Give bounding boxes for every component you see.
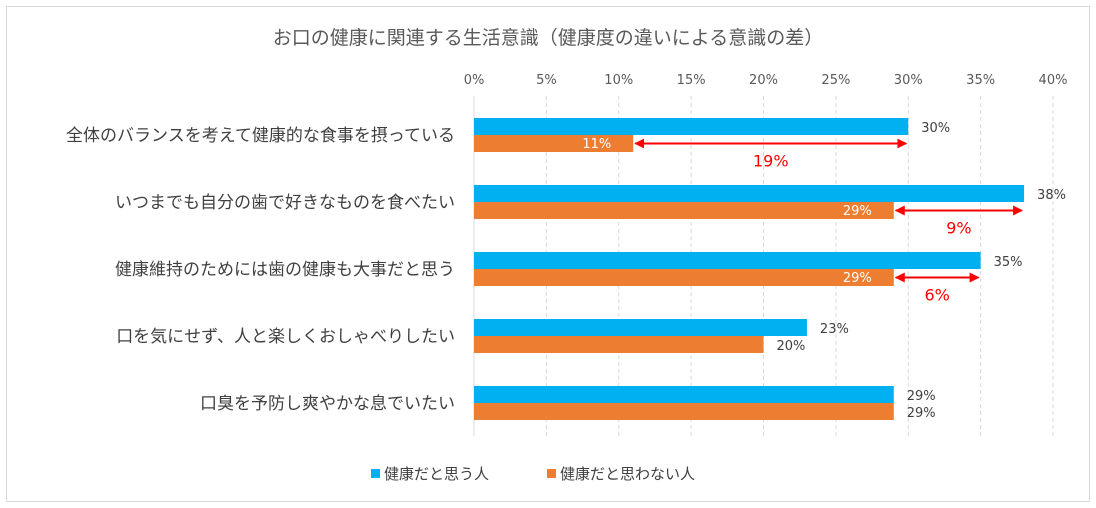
data-label: 29%	[907, 389, 936, 404]
x-tick-label: 25%	[821, 73, 850, 88]
data-label: 29%	[907, 406, 936, 421]
category-label: 口臭を予防し爽やかな息でいたい	[200, 394, 455, 414]
legend-swatch	[547, 469, 556, 478]
data-label: 11%	[582, 137, 611, 152]
x-tick-label: 10%	[604, 73, 633, 88]
bar-healthy	[474, 185, 1025, 202]
category-label: 口を気にせず、人と楽しくおしゃべりしたい	[116, 327, 455, 347]
bar-healthy	[474, 386, 894, 403]
x-axis-ticks: 0% 5% 10% 15% 20% 25% 30% 35% 40%	[464, 73, 1068, 88]
x-tick-label: 40%	[1039, 73, 1068, 88]
chart-title: お口の健康に関連する生活意識（健康度の違いによる意識の差）	[273, 27, 823, 49]
category-label: いつまでも自分の歯で好きなものを食べたい	[115, 193, 455, 213]
legend-swatch	[371, 469, 380, 478]
bar-not-healthy	[474, 135, 634, 152]
data-label: 23%	[820, 322, 849, 337]
bar-healthy	[474, 252, 981, 269]
legend-label: 健康だと思わない人	[560, 465, 695, 483]
data-label: 30%	[921, 121, 950, 136]
data-label: 20%	[777, 339, 806, 354]
bar-healthy	[474, 319, 807, 336]
data-label: 35%	[994, 255, 1023, 270]
difference-annotations: 19% 9% 6%	[634, 138, 1024, 305]
bar-not-healthy	[474, 403, 894, 420]
data-label: 29%	[843, 204, 872, 219]
difference-label: 6%	[925, 286, 950, 305]
data-label: 29%	[843, 271, 872, 286]
x-tick-label: 20%	[749, 73, 778, 88]
x-tick-label: 15%	[677, 73, 706, 88]
difference-label: 9%	[946, 219, 971, 238]
category-label: 健康維持のためには歯の健康も大事だと思う	[115, 260, 455, 280]
difference-label: 19%	[753, 152, 789, 171]
bar-not-healthy	[474, 336, 764, 353]
data-labels: 30% 11% 38% 29% 35% 29% 23% 20% 29% 29%	[582, 121, 1066, 421]
category-labels: 全体のバランスを考えて健康的な食事を摂っているいつまでも自分の歯で好きなものを食…	[66, 126, 455, 414]
bar-healthy	[474, 118, 909, 135]
x-tick-label: 35%	[966, 73, 995, 88]
bars	[474, 118, 1025, 420]
bar-not-healthy	[474, 202, 894, 219]
x-tick-label: 30%	[894, 73, 923, 88]
legend: 健康だと思う人 健康だと思わない人	[371, 465, 695, 483]
data-label: 38%	[1037, 188, 1066, 203]
bar-not-healthy	[474, 269, 894, 286]
category-label: 全体のバランスを考えて健康的な食事を摂っている	[66, 126, 455, 146]
legend-label: 健康だと思う人	[384, 465, 489, 483]
x-tick-label: 0%	[464, 73, 485, 88]
x-tick-label: 5%	[536, 73, 557, 88]
